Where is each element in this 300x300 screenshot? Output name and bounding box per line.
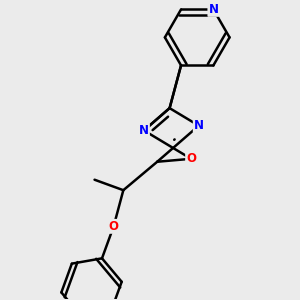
Text: O: O: [186, 152, 196, 165]
Text: N: N: [139, 124, 149, 137]
Text: O: O: [109, 220, 118, 233]
Text: N: N: [194, 119, 204, 132]
Text: N: N: [208, 3, 218, 16]
